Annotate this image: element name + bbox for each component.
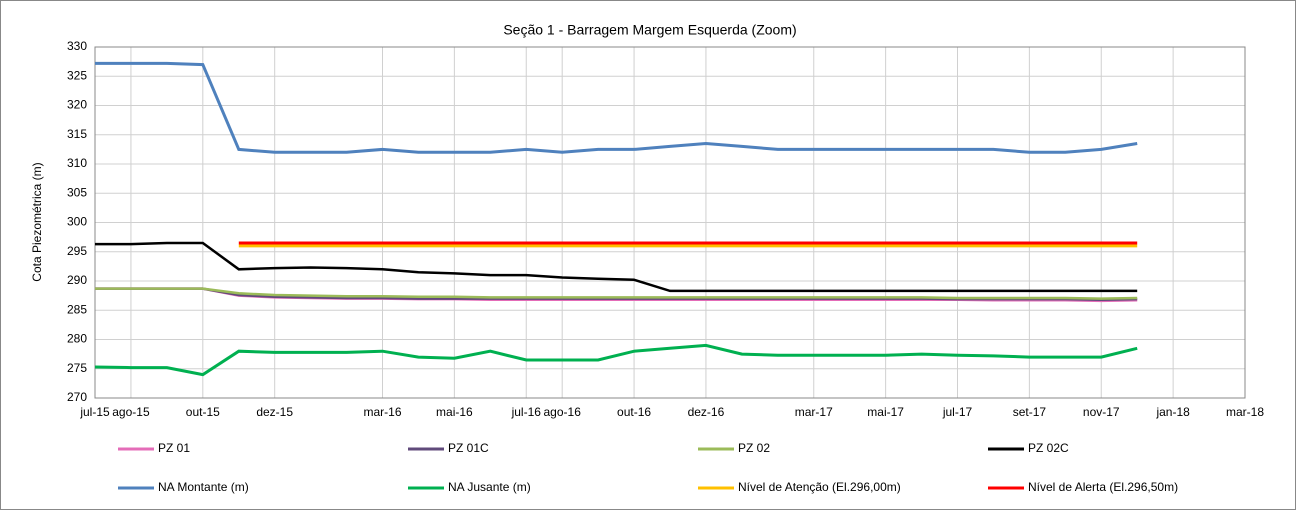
x-tick-label: out-16 xyxy=(617,405,651,419)
y-tick-label: 300 xyxy=(67,215,87,229)
x-tick-label: ago-16 xyxy=(544,405,582,419)
x-tick-label: jan-18 xyxy=(1155,405,1190,419)
x-tick-label: mar-18 xyxy=(1226,405,1264,419)
x-tick-label: mar-16 xyxy=(363,405,401,419)
y-tick-label: 295 xyxy=(67,244,87,258)
y-tick-label: 330 xyxy=(67,39,87,53)
y-tick-label: 275 xyxy=(67,361,87,375)
x-tick-label: mai-16 xyxy=(436,405,473,419)
x-tick-label: dez-15 xyxy=(256,405,293,419)
y-tick-label: 285 xyxy=(67,302,87,316)
legend-label: NA Montante (m) xyxy=(158,480,249,494)
legend-label: PZ 02C xyxy=(1028,441,1069,455)
y-tick-label: 310 xyxy=(67,156,87,170)
x-tick-label: dez-16 xyxy=(688,405,725,419)
legend-label: PZ 02 xyxy=(738,441,770,455)
x-tick-label: jul-15 xyxy=(79,405,110,419)
legend-label: PZ 01 xyxy=(158,441,190,455)
series-line xyxy=(94,343,1138,377)
y-tick-label: 270 xyxy=(67,390,87,404)
y-tick-label: 315 xyxy=(67,127,87,141)
x-tick-label: out-15 xyxy=(186,405,220,419)
x-tick-label: ago-15 xyxy=(112,405,150,419)
x-tick-label: nov-17 xyxy=(1083,405,1120,419)
chart-title: Seção 1 - Barragem Margem Esquerda (Zoom… xyxy=(503,22,796,38)
y-tick-label: 280 xyxy=(67,332,87,346)
legend-label: Nível de Atenção (El.296,00m) xyxy=(738,480,901,494)
series-line xyxy=(95,241,1138,293)
plot-frame xyxy=(94,46,1246,399)
y-tick-label: 325 xyxy=(67,68,87,82)
series-line xyxy=(95,61,1138,154)
x-tick-label: mar-17 xyxy=(795,405,833,419)
series-line xyxy=(95,287,1138,300)
legend-label: NA Jusante (m) xyxy=(448,480,531,494)
y-tick-label: 320 xyxy=(67,98,87,112)
x-tick-label: mai-17 xyxy=(867,405,904,419)
x-tick-label: set-17 xyxy=(1013,405,1047,419)
x-tick-label: jul-17 xyxy=(942,405,973,419)
legend-label: Nível de Alerta (El.296,50m) xyxy=(1028,480,1178,494)
legend-label: PZ 01C xyxy=(448,441,489,455)
x-tick-label: jul-16 xyxy=(511,405,542,419)
y-axis-label: Cota Piezométrica (m) xyxy=(30,162,44,281)
y-tick-label: 305 xyxy=(67,185,87,199)
y-tick-label: 290 xyxy=(67,273,87,287)
